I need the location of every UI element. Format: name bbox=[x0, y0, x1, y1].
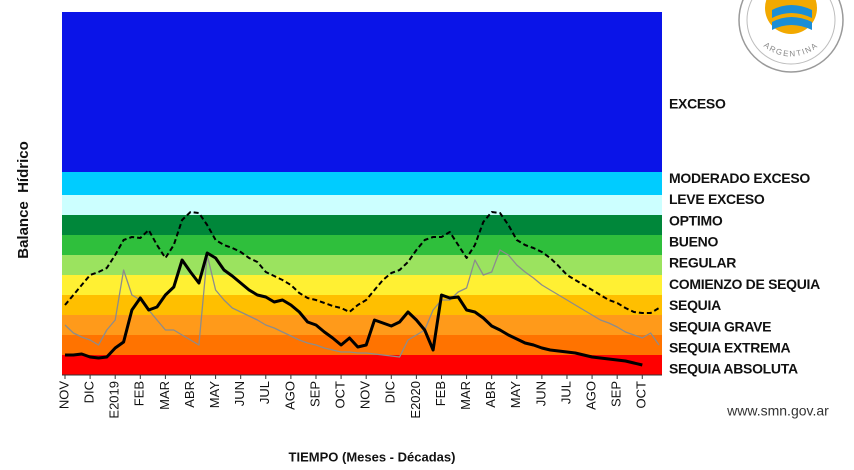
x-tick-label: SEP bbox=[307, 381, 322, 407]
band bbox=[62, 172, 662, 195]
band-label: SEQUIA GRAVE bbox=[669, 318, 771, 334]
band-label: SEQUIA bbox=[669, 297, 721, 313]
band bbox=[62, 315, 662, 335]
x-tick-label: DIC bbox=[383, 381, 398, 403]
band bbox=[62, 255, 662, 275]
band bbox=[62, 275, 662, 295]
band-label: COMIENZO DE SEQUIA bbox=[669, 276, 820, 292]
x-tick-label: OCT bbox=[333, 381, 348, 409]
x-tick-label: JUL bbox=[257, 381, 272, 404]
band-label: EXCESO bbox=[669, 96, 726, 112]
x-tick-label: MAY bbox=[207, 381, 222, 409]
x-tick-label: FEB bbox=[433, 381, 448, 406]
x-tick-label: JUN bbox=[533, 381, 548, 406]
band-label: MODERADO EXCESO bbox=[669, 170, 810, 186]
x-tick-label: MAR bbox=[458, 381, 473, 410]
source: www.smn.gov.ar bbox=[726, 403, 829, 419]
band bbox=[62, 215, 662, 235]
x-tick-label: MAR bbox=[157, 381, 172, 410]
x-tick-label: FEB bbox=[132, 381, 147, 406]
band bbox=[62, 12, 662, 172]
x-tick-label: ABR bbox=[182, 381, 197, 408]
series-line bbox=[65, 251, 643, 367]
series-line bbox=[64, 249, 660, 358]
band bbox=[62, 355, 662, 375]
band bbox=[62, 235, 662, 255]
x-tick-label: MAY bbox=[508, 381, 523, 409]
band-label: LEVE EXCESO bbox=[669, 191, 765, 207]
band-label: SEQUIA ABSOLUTA bbox=[669, 361, 798, 377]
logo-ring bbox=[738, 0, 844, 73]
x-tick-label: OCT bbox=[634, 381, 649, 409]
logo-wave bbox=[772, 17, 812, 30]
logo-inner-ring bbox=[746, 0, 836, 65]
band-label: BUENO bbox=[669, 234, 718, 250]
x-tick-label: E2020 bbox=[408, 381, 423, 419]
x-tick-label: JUN bbox=[232, 381, 247, 406]
band-label: OPTIMO bbox=[669, 212, 723, 228]
x-tick-label: NOV bbox=[358, 381, 373, 410]
x-tick-label: ABR bbox=[483, 381, 498, 408]
series-line bbox=[64, 211, 660, 314]
x-axis-title: TIEMPO (Meses - Décadas) bbox=[289, 449, 456, 464]
x-tick-label: DIC bbox=[82, 381, 97, 403]
x-tick-label: AGO bbox=[584, 381, 599, 410]
band-label: SEQUIA EXTREMA bbox=[669, 340, 790, 356]
band bbox=[62, 195, 662, 215]
x-tick-label: SEP bbox=[609, 381, 624, 407]
band bbox=[62, 295, 662, 315]
x-tick-label: NOV bbox=[56, 381, 71, 410]
x-tick-label: E2019 bbox=[107, 381, 122, 419]
y-axis-title: Balance Hídrico bbox=[15, 141, 32, 259]
x-tick-label: JUL bbox=[558, 381, 573, 404]
logo: ARGENTINA bbox=[738, 0, 844, 73]
logo-wave bbox=[772, 5, 812, 18]
x-tick-label: AGO bbox=[282, 381, 297, 410]
band-label: REGULAR bbox=[669, 255, 736, 271]
